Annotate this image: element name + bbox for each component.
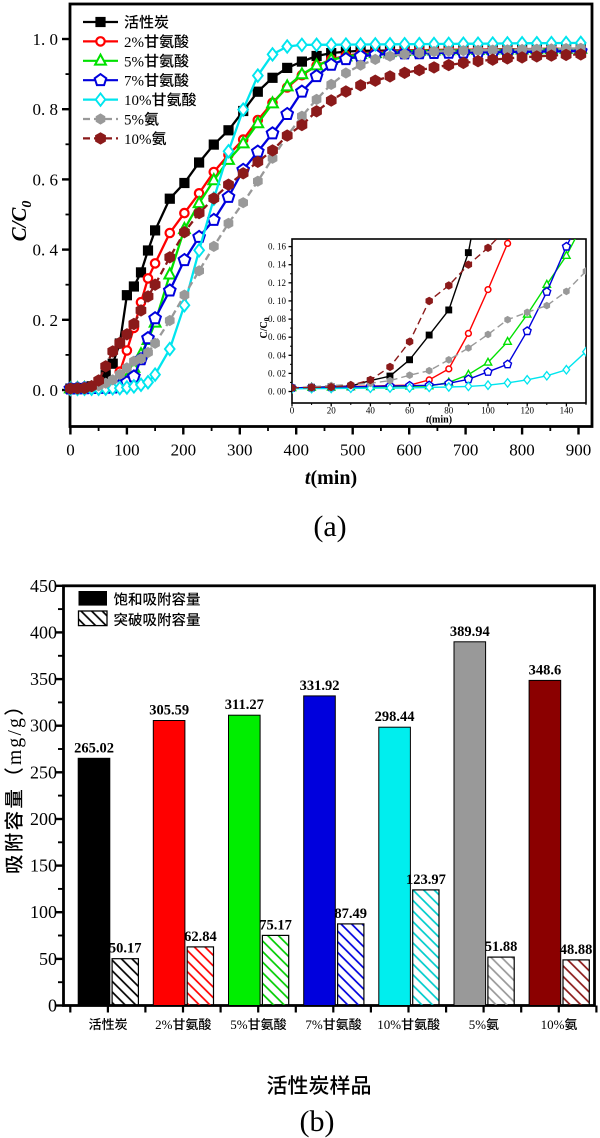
svg-text:900: 900 (566, 441, 592, 460)
svg-text:5%: 5% (230, 1017, 248, 1032)
svg-text:t(min): t(min) (305, 467, 357, 489)
svg-text:2%: 2% (124, 35, 144, 51)
svg-text:200: 200 (171, 441, 197, 460)
svg-text:50: 50 (39, 949, 57, 969)
svg-text:7%: 7% (124, 74, 144, 90)
svg-text:300: 300 (227, 441, 253, 460)
svg-text:62.84: 62.84 (184, 929, 217, 945)
svg-text:400: 400 (284, 441, 310, 460)
svg-text:298.44: 298.44 (375, 709, 415, 725)
svg-text:0. 04: 0. 04 (268, 350, 287, 360)
svg-text:m: m (5, 750, 26, 765)
svg-text:(b): (b) (300, 1105, 335, 1138)
svg-text:100: 100 (481, 406, 495, 416)
svg-text:200: 200 (30, 809, 57, 829)
svg-text:100: 100 (30, 902, 57, 922)
svg-text:800: 800 (509, 441, 535, 460)
svg-text:265.02: 265.02 (74, 740, 114, 756)
svg-text:t(min): t(min) (426, 415, 452, 426)
svg-text:0. 16: 0. 16 (268, 242, 287, 252)
svg-text:0. 00: 0. 00 (268, 387, 287, 397)
svg-text:2%: 2% (155, 1017, 173, 1032)
svg-text:0. 08: 0. 08 (268, 314, 287, 324)
svg-text:10%: 10% (124, 93, 152, 109)
svg-text:305.59: 305.59 (149, 703, 189, 719)
svg-text:20: 20 (327, 406, 337, 416)
svg-text:50.17: 50.17 (109, 941, 142, 957)
svg-text:400: 400 (30, 622, 57, 642)
svg-text:250: 250 (30, 762, 57, 782)
svg-text:100: 100 (114, 441, 140, 460)
svg-text:60: 60 (405, 406, 415, 416)
svg-text:0: 0 (48, 996, 57, 1016)
svg-text:0. 0: 0. 0 (33, 381, 59, 400)
svg-text:450: 450 (30, 576, 57, 596)
svg-text:75.17: 75.17 (259, 917, 292, 933)
svg-text:0. 12: 0. 12 (268, 278, 286, 288)
svg-text:/: / (5, 730, 26, 736)
svg-text:g: g (5, 718, 26, 728)
svg-text:300: 300 (30, 716, 57, 736)
svg-text:389.94: 389.94 (450, 624, 490, 640)
svg-text:0: 0 (290, 406, 295, 416)
svg-text:0. 8: 0. 8 (33, 100, 59, 119)
svg-text:120: 120 (520, 406, 534, 416)
svg-text:311.27: 311.27 (225, 697, 264, 713)
svg-text:500: 500 (340, 441, 366, 460)
svg-text:123.97: 123.97 (406, 872, 446, 888)
svg-text:350: 350 (30, 669, 57, 689)
svg-text:0. 14: 0. 14 (268, 260, 287, 270)
svg-text:40: 40 (366, 406, 376, 416)
svg-text:C/C0: C/C0 (259, 317, 271, 338)
svg-text:0: 0 (66, 441, 75, 460)
svg-text:5%: 5% (124, 54, 144, 70)
svg-text:0. 2: 0. 2 (33, 311, 59, 330)
svg-text:600: 600 (396, 441, 422, 460)
svg-text:10%: 10% (377, 1017, 401, 1032)
svg-text:(a): (a) (313, 510, 346, 543)
svg-text:0. 10: 0. 10 (268, 296, 287, 306)
svg-text:348.6: 348.6 (529, 662, 562, 678)
svg-text:48.88: 48.88 (560, 942, 593, 958)
svg-text:0. 06: 0. 06 (268, 332, 287, 342)
svg-text:140: 140 (560, 406, 574, 416)
svg-text:0. 02: 0. 02 (268, 368, 286, 378)
svg-text:10%: 10% (124, 132, 152, 148)
svg-text:87.49: 87.49 (334, 906, 367, 922)
svg-text:80: 80 (444, 406, 454, 416)
svg-text:10%: 10% (541, 1017, 565, 1032)
svg-text:5%: 5% (124, 113, 144, 129)
svg-text:7%: 7% (305, 1017, 323, 1032)
svg-text:0. 4: 0. 4 (33, 241, 59, 260)
svg-text:331.92: 331.92 (300, 678, 340, 694)
svg-text:1. 0: 1. 0 (33, 30, 59, 49)
svg-text:51.88: 51.88 (485, 939, 518, 955)
svg-text:0. 6: 0. 6 (33, 170, 59, 189)
svg-text:g: g (5, 738, 26, 748)
svg-text:150: 150 (30, 856, 57, 876)
svg-text:700: 700 (453, 441, 479, 460)
svg-text:5%: 5% (469, 1017, 487, 1032)
